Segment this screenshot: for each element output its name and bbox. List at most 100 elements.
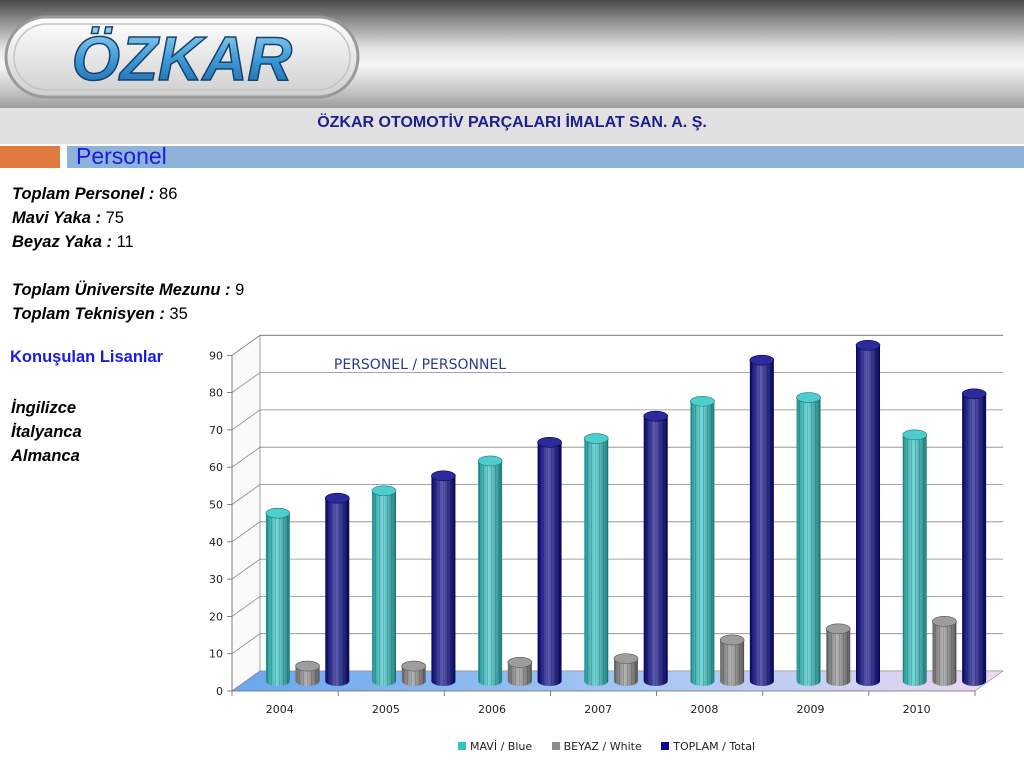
bar: [401, 660, 427, 686]
stat-label: Mavi Yaka :: [12, 209, 106, 227]
bar-hatch: [643, 411, 668, 687]
orange-accent-block: [0, 146, 60, 168]
x-tick-label: 2008: [690, 703, 718, 716]
bar-hatch: [902, 429, 927, 686]
bar-top: [961, 388, 987, 400]
bar: [583, 433, 609, 686]
svg-text:ÖZKAR: ÖZKAR: [72, 25, 293, 94]
bar-top: [855, 340, 881, 351]
bar-hatch: [584, 433, 609, 686]
stat-value: 11: [116, 233, 134, 251]
gridline: [231, 372, 1003, 393]
stat-value: 86: [159, 185, 178, 203]
bar-hatch: [265, 508, 290, 686]
bar-top: [796, 392, 821, 403]
x-tick-label: 2010: [903, 703, 931, 716]
bar: [507, 657, 533, 686]
bar: [265, 507, 291, 686]
company-band: [0, 108, 1024, 144]
bar-hatch: [962, 388, 987, 686]
bar-top: [643, 410, 669, 422]
chart-title: PERSONEL / PERSONNEL: [334, 357, 506, 373]
bar-hatch: [325, 493, 350, 686]
bar-top: [295, 660, 320, 672]
legend-swatch: [551, 742, 560, 750]
stat-row: Toplam Üniversite Mezunu : 9: [12, 278, 244, 302]
bar: [855, 340, 881, 686]
stat-value: 9: [235, 281, 245, 299]
x-tick-label: 2006: [478, 703, 506, 716]
bar-hatch: [932, 616, 957, 686]
chart-legend: MAVİ / Blue BEYAZ / White TOPLAM / Total: [458, 740, 771, 753]
x-tick-label: 2004: [266, 703, 294, 716]
stat-row: Beyaz Yaka : 11: [12, 230, 244, 254]
legend-swatch: [661, 742, 670, 750]
y-tick-label: 80: [209, 387, 223, 400]
gridline: [231, 334, 1003, 356]
bar-hatch: [826, 623, 851, 686]
stat-value: 35: [169, 305, 188, 323]
bar-hatch: [690, 396, 715, 686]
legend-item-blue: MAVİ / Blue: [458, 740, 532, 753]
ozkar-logo: ÖZKAR: [4, 15, 360, 99]
languages-list: İngilizce İtalyanca Almanca: [11, 396, 82, 468]
stat-value: 75: [105, 209, 124, 227]
bar-hatch: [749, 355, 774, 686]
bar-hatch: [537, 437, 562, 686]
bar-hatch: [431, 470, 456, 686]
bar-top: [613, 653, 639, 664]
bar-top: [583, 433, 609, 444]
bar: [643, 410, 669, 687]
bar-top: [477, 455, 503, 467]
bar-top: [690, 395, 715, 407]
stat-label: Toplam Teknisyen :: [12, 305, 170, 323]
y-tick-label: 40: [209, 536, 223, 549]
legend-swatch: [458, 742, 466, 750]
y-tick-label: 90: [209, 349, 223, 362]
bar: [796, 392, 821, 686]
bar-top: [265, 507, 291, 519]
bar: [902, 429, 928, 686]
bar: [613, 653, 639, 686]
bar-top: [932, 616, 957, 627]
header-banner: ÖZKAR: [0, 0, 1024, 108]
bar: [371, 485, 397, 686]
languages-heading: Konuşulan Lisanlar: [10, 348, 164, 366]
gridline: [231, 409, 1003, 431]
bar-hatch: [478, 455, 503, 686]
bar: [749, 354, 775, 686]
bar: [932, 616, 957, 686]
chart-side-wall: [231, 334, 261, 692]
language-item: İngilizce: [11, 399, 77, 417]
stat-row: Toplam Personel : 86: [12, 182, 244, 206]
y-tick-label: 50: [209, 499, 223, 512]
bar-top: [719, 634, 745, 646]
company-name: ÖZKAR OTOMOTİV PARÇALARI İMALAT SAN. A. …: [317, 114, 707, 131]
stat-row: Mavi Yaka : 75: [12, 206, 244, 230]
language-item: İtalyanca: [11, 423, 82, 441]
section-title: Personel: [76, 143, 167, 169]
bar-hatch: [855, 340, 880, 686]
bar-top: [371, 485, 397, 497]
legend-item-total: TOPLAM / Total: [661, 740, 755, 753]
y-tick-label: 30: [209, 573, 223, 586]
bar-top: [902, 429, 928, 441]
bar-top: [401, 660, 427, 672]
bar: [295, 660, 320, 686]
y-tick-label: 70: [209, 424, 223, 437]
bar: [825, 623, 851, 686]
bar-top: [507, 657, 533, 668]
bar: [690, 395, 715, 686]
bar-top: [324, 492, 350, 504]
stats-list: Toplam Personel : 86 Mavi Yaka : 75 Beya…: [12, 182, 244, 326]
legend-label: MAVİ / Blue: [470, 740, 533, 753]
bar-top: [825, 623, 851, 635]
x-tick-label: 2007: [584, 703, 612, 716]
bar: [431, 470, 456, 686]
bar: [537, 436, 562, 686]
y-tick-label: 0: [216, 685, 223, 698]
bar-hatch: [720, 634, 745, 686]
legend-item-white: BEYAZ / White: [551, 740, 642, 753]
x-tick-label: 2005: [372, 703, 400, 716]
stat-row: Toplam Teknisyen : 35: [12, 302, 244, 326]
